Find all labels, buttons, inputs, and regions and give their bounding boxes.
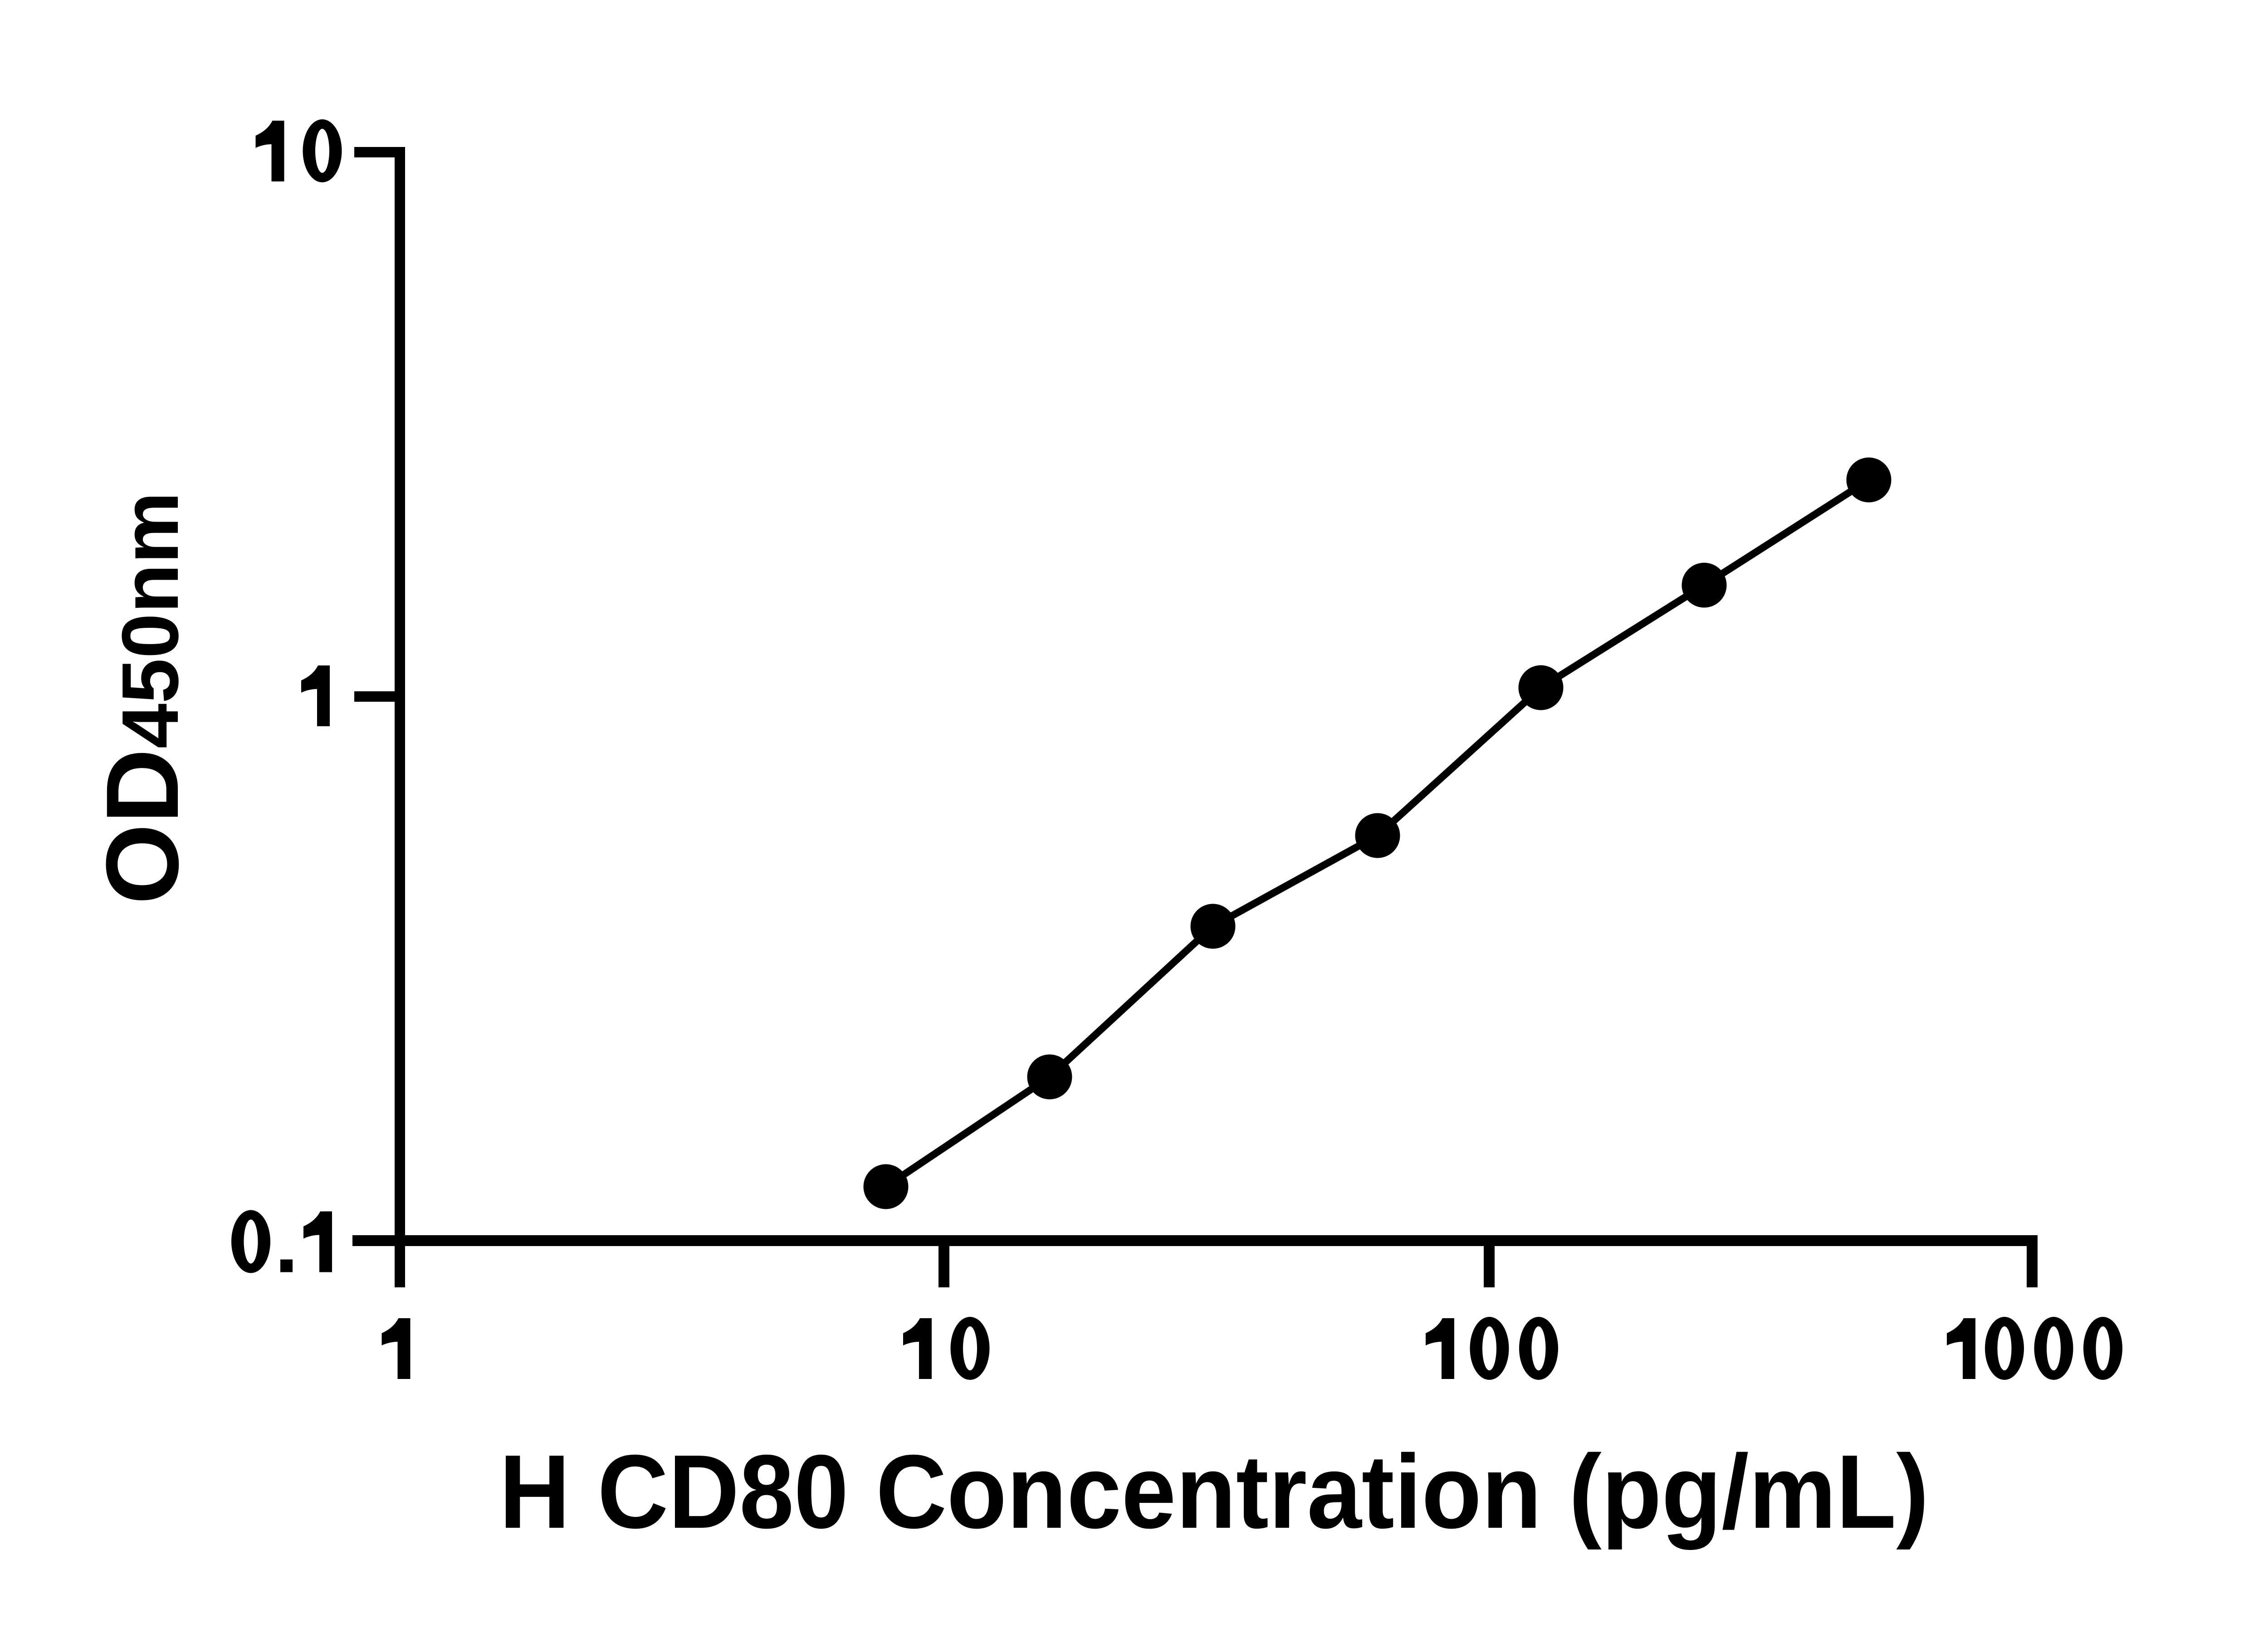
svg-text:H CD80 Concentration (pg/mL): H CD80 Concentration (pg/mL)	[499, 1433, 1929, 1550]
svg-text:OD450nm: OD450nm	[85, 492, 200, 905]
